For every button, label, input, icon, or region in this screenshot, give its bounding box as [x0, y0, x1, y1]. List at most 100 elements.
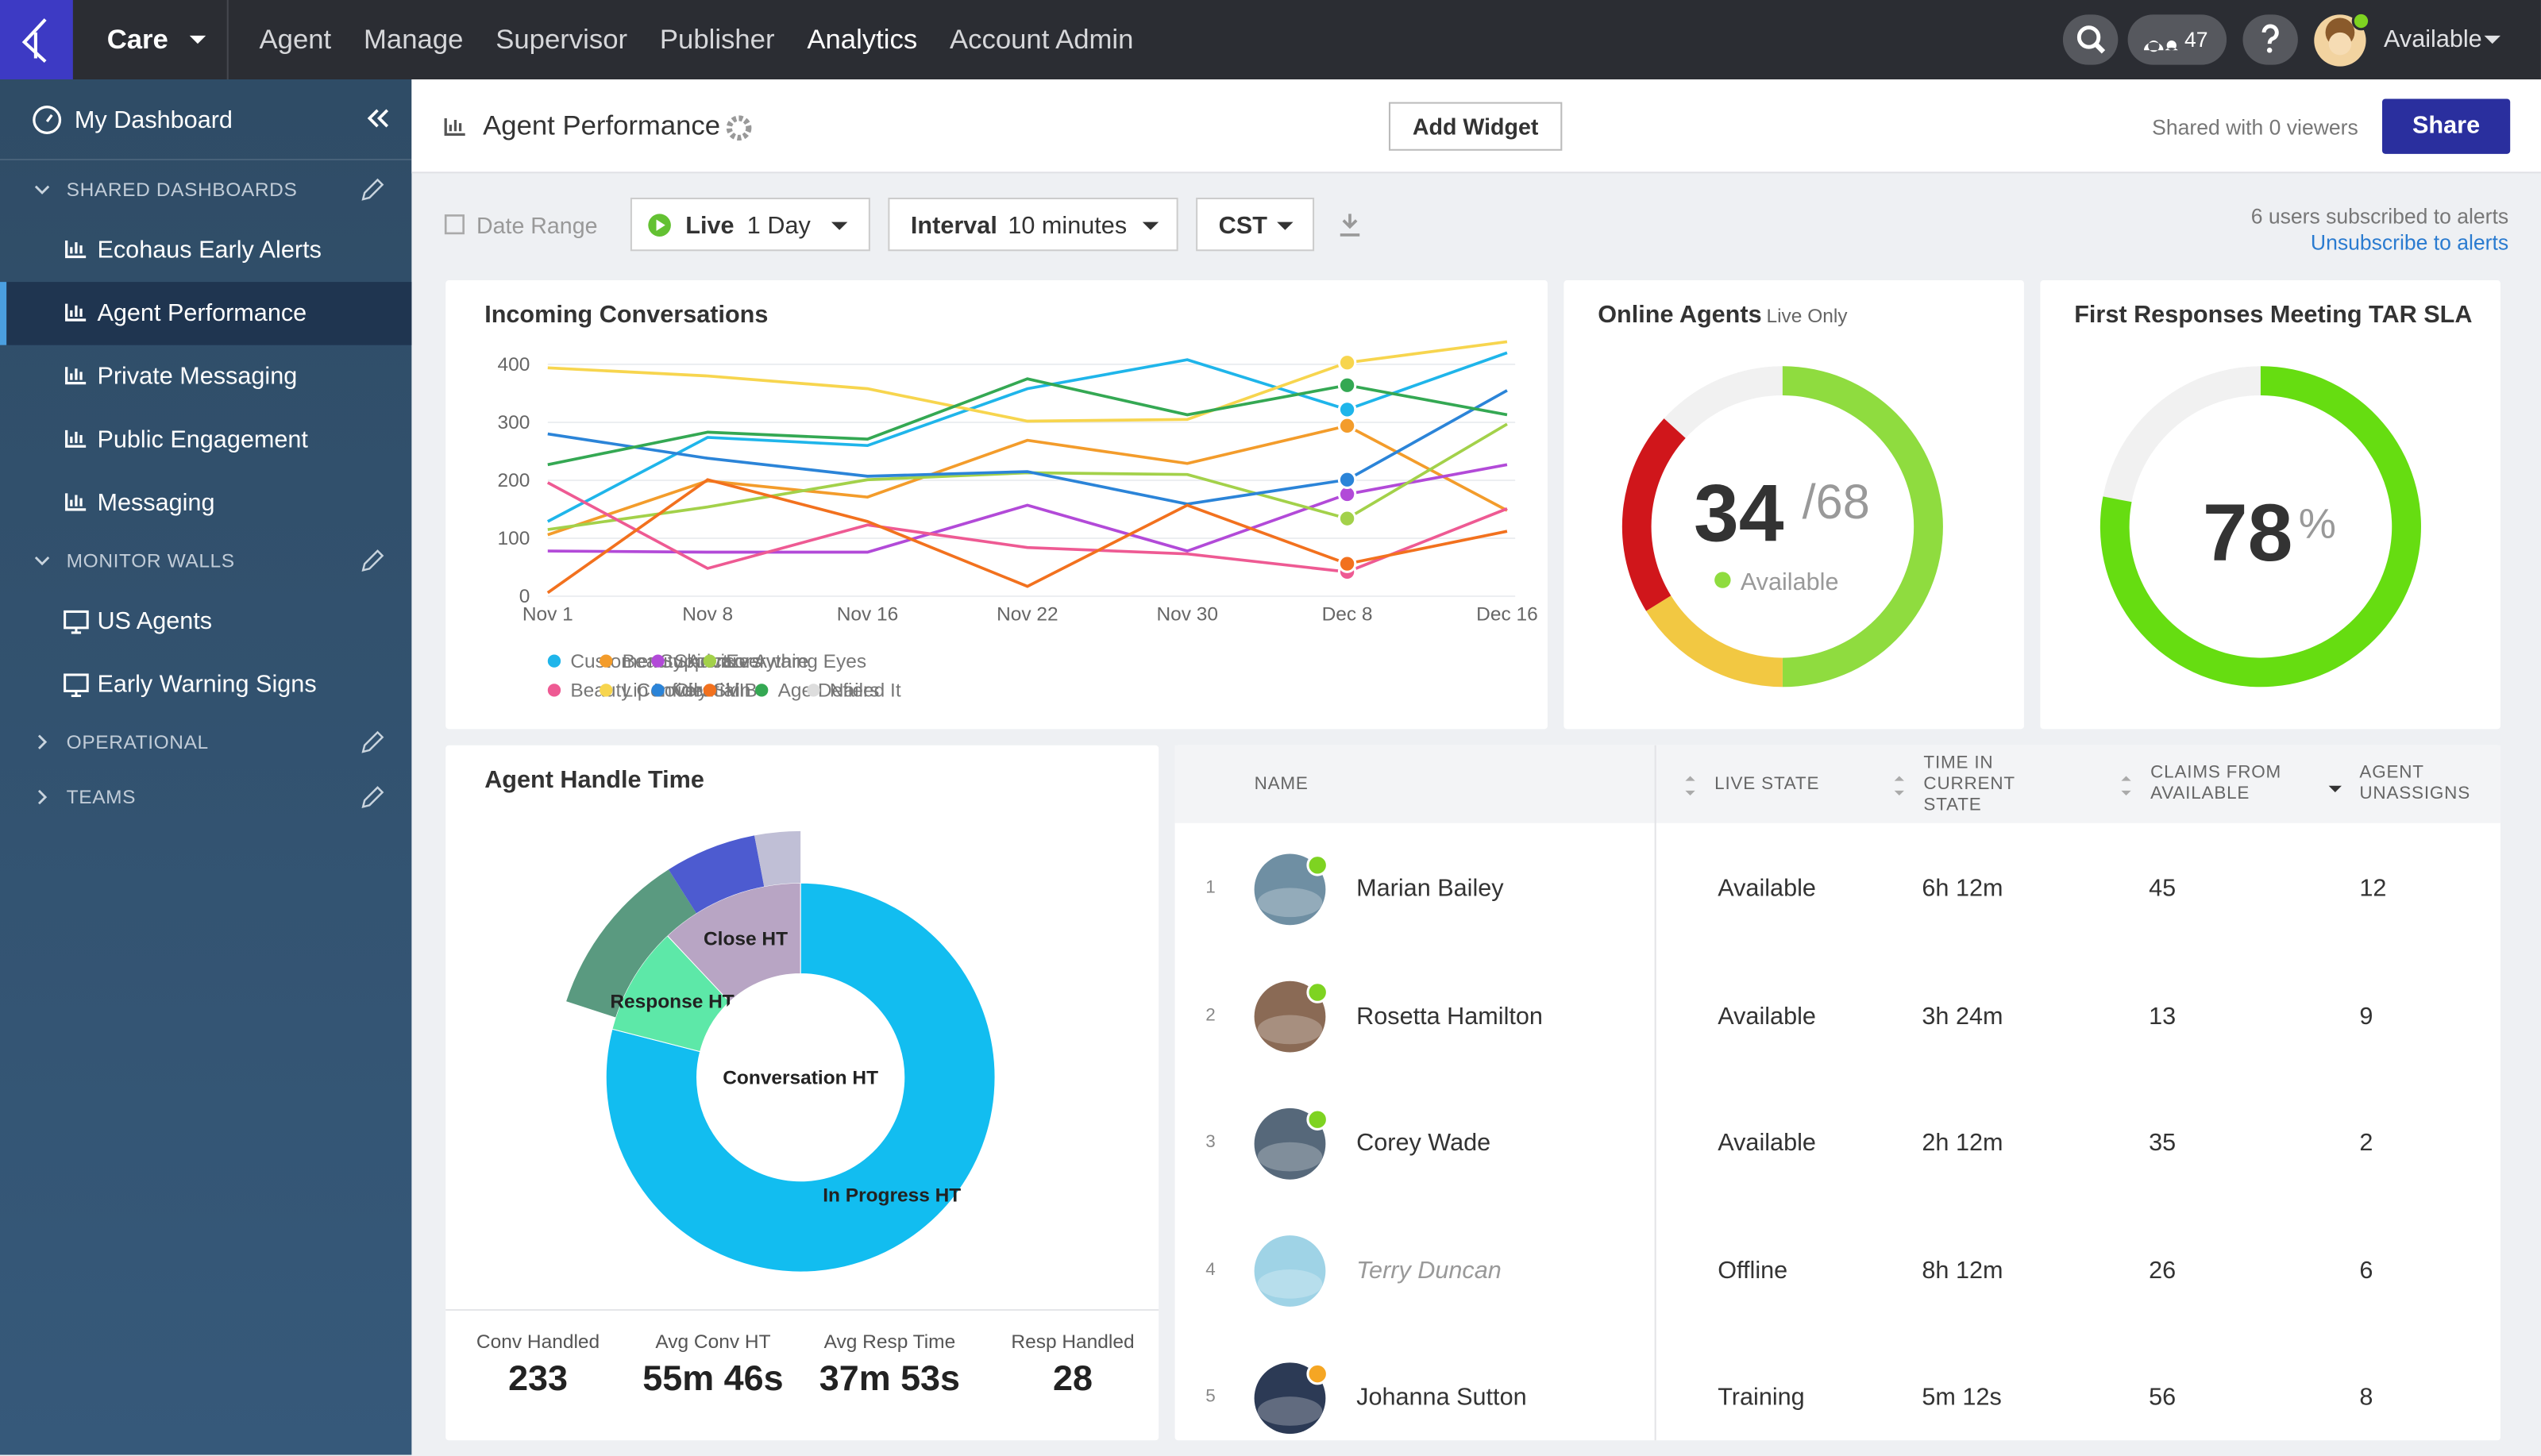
table-cell: 35: [2149, 1129, 2177, 1157]
row-index: 4: [1205, 1259, 1216, 1280]
menu-item[interactable]: Supervisor: [480, 0, 644, 79]
sidebar-item[interactable]: US Agents: [97, 607, 213, 634]
agent-name[interactable]: Terry Duncan: [1356, 1256, 1502, 1285]
team-button[interactable]: 47: [2127, 14, 2227, 65]
menu-label: Analytics: [807, 0, 918, 90]
menu-item[interactable]: Analytics: [791, 0, 934, 90]
shared-info: Shared with 0 viewers: [2152, 114, 2358, 140]
row-index: 3: [1205, 1132, 1216, 1153]
column-header[interactable]: TIME IN CURRENT STATE: [1923, 752, 2015, 815]
table-cell: 8h 12m: [1922, 1256, 2003, 1285]
row-index: 1: [1205, 878, 1216, 898]
search-button[interactable]: [2062, 14, 2119, 65]
card: [2040, 280, 2501, 730]
page-title: Agent Performance: [483, 110, 721, 141]
live-period: 1 Day: [746, 212, 811, 241]
column-header[interactable]: LIVE STATE: [1714, 773, 1820, 793]
table-cell: 13: [2149, 1002, 2177, 1030]
chart-title: Agent Handle Time: [484, 766, 704, 794]
menu-item[interactable]: Publisher: [643, 0, 790, 79]
menu-item[interactable]: Agent: [243, 0, 348, 79]
column-header[interactable]: NAME: [1254, 773, 1309, 793]
menu-item[interactable]: Account Admin: [934, 0, 1150, 79]
menu-item[interactable]: Manage: [348, 0, 480, 79]
table-cell: 56: [2149, 1383, 2177, 1412]
active-item-bar: [0, 282, 7, 345]
sidebar-item[interactable]: Messaging: [97, 488, 215, 516]
brand[interactable]: Care: [106, 24, 168, 56]
menu-label: Publisher: [659, 24, 775, 56]
table-cell: Training: [1718, 1383, 1805, 1412]
sidebar-item[interactable]: Ecohaus Early Alerts: [97, 235, 322, 264]
table-cell: 3h 24m: [1922, 1002, 2003, 1030]
interval-value: 10 minutes: [1008, 212, 1128, 241]
menu-label: Supervisor: [495, 24, 628, 56]
nav-separator: [226, 0, 229, 79]
date-range[interactable]: Date Range: [476, 212, 598, 238]
add-widget-button[interactable]: Add Widget: [1388, 102, 1563, 151]
share-button[interactable]: Share: [2381, 98, 2511, 154]
stat-value: 55m 46s: [642, 1358, 784, 1399]
table-cell: 45: [2149, 875, 2177, 903]
agent-name[interactable]: Marian Bailey: [1356, 875, 1504, 903]
stat-label: Avg Resp Time: [823, 1330, 956, 1354]
table-cell: 6: [2359, 1256, 2373, 1285]
table-cell: 2: [2359, 1129, 2373, 1157]
agent-name[interactable]: Johanna Sutton: [1356, 1383, 1527, 1412]
sidebar-item[interactable]: Agent Performance: [97, 299, 307, 327]
stat-label: Conv Handled: [476, 1330, 600, 1354]
column-header[interactable]: CLAIMS FROM AVAILABLE: [2150, 763, 2282, 804]
menu-label: Account Admin: [950, 24, 1134, 56]
column-divider: [1654, 745, 1656, 1441]
sidebar-item[interactable]: Early Warning Signs: [97, 669, 317, 698]
download-icon: [1340, 214, 1360, 237]
sidebar-item[interactable]: Private Messaging: [97, 362, 298, 390]
section-title[interactable]: OPERATIONAL: [66, 730, 209, 753]
table-cell: Available: [1718, 1129, 1816, 1157]
menu: Agent Manage Supervisor Publisher Analytics A…: [243, 0, 1150, 90]
timezone: CST: [1218, 212, 1267, 241]
table-cell: Available: [1718, 875, 1816, 903]
stat-value: 28: [1053, 1358, 1093, 1399]
user-status[interactable]: Available: [2384, 25, 2482, 54]
timezone-select[interactable]: [1196, 197, 1315, 252]
home-link[interactable]: My Dashboard: [74, 106, 233, 135]
table-cell: 12: [2359, 875, 2387, 903]
interval-label: Interval: [910, 212, 997, 241]
logo[interactable]: [0, 0, 73, 79]
section-title[interactable]: TEAMS: [66, 785, 137, 809]
table-cell: Offline: [1718, 1256, 1788, 1285]
menu-label: Agent: [259, 24, 332, 56]
table-cell: 6h 12m: [1922, 875, 2003, 903]
stat-value: 37m 53s: [819, 1358, 961, 1399]
section-title[interactable]: MONITOR WALLS: [66, 549, 235, 572]
column-header[interactable]: AGENT UNASSIGNS: [2359, 763, 2471, 804]
table-cell: 8: [2359, 1383, 2373, 1412]
card: [1174, 745, 2501, 1441]
table-header: [1174, 745, 2501, 823]
agent-name[interactable]: Rosetta Hamilton: [1356, 1002, 1543, 1030]
help-button[interactable]: [2242, 14, 2298, 65]
chart-title: Online Agents: [1598, 301, 1762, 329]
sidebar-divider: [0, 158, 412, 161]
row-index: 2: [1205, 1005, 1216, 1025]
table-cell: Available: [1718, 1002, 1816, 1030]
unsubscribe-link[interactable]: Unsubscribe to alerts: [2310, 229, 2509, 255]
stat-label: Avg Conv HT: [655, 1330, 771, 1354]
table-cell: 2h 12m: [1922, 1129, 2003, 1157]
stat-label: Resp Handled: [1011, 1330, 1135, 1354]
menu-label: Manage: [364, 24, 464, 56]
sidebar-item[interactable]: Public Engagement: [97, 425, 308, 453]
subscribers: 6 users subscribed to alerts: [2250, 204, 2509, 229]
agent-name[interactable]: Corey Wade: [1356, 1129, 1491, 1157]
chart-title: First Responses Meeting TAR SLA: [2074, 301, 2473, 329]
section-title[interactable]: SHARED DASHBOARDS: [66, 178, 298, 202]
calendar-icon: [444, 214, 465, 235]
table-cell: 5m 12s: [1922, 1383, 2002, 1412]
chart-subtitle: Live Only: [1766, 304, 1848, 328]
live-mode: Live: [685, 212, 735, 241]
stats-divider: [445, 1308, 1159, 1312]
table-cell: 9: [2359, 1002, 2373, 1030]
interval-select[interactable]: [888, 197, 1178, 252]
